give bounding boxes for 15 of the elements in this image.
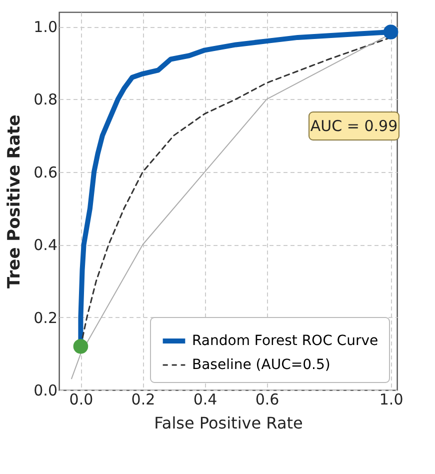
y-tick-label: 0.4 bbox=[34, 236, 58, 254]
x-tick-label: 0.2 bbox=[131, 390, 156, 408]
y-tick-label: 0.8 bbox=[34, 90, 58, 109]
legend-label: Random Forest ROC Curve bbox=[192, 333, 378, 349]
x-tick-label: 1.0 bbox=[379, 390, 404, 408]
x-axis-title: False Positive Rate bbox=[154, 414, 303, 432]
annotation: AUC = 0.99 bbox=[310, 117, 398, 135]
x-tick-label: 0.0 bbox=[69, 390, 94, 408]
x-tick-label: 0.4 bbox=[193, 390, 218, 408]
y-axis-title: Tree Positive Rate bbox=[4, 114, 25, 288]
x-tick-label: 0.6 bbox=[255, 390, 280, 408]
y-tick-label: 0.2 bbox=[34, 308, 58, 327]
y-tick-label: 0.6 bbox=[34, 163, 58, 182]
legend-label: Baseline (AUC=0.5) bbox=[192, 357, 330, 373]
y-tick-label: 1.0 bbox=[34, 18, 58, 36]
